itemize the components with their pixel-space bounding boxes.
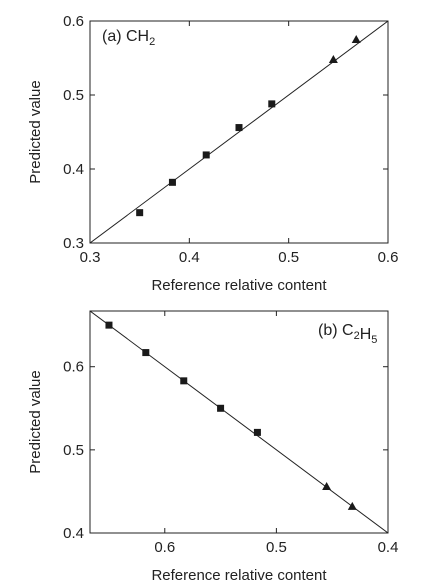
y-tick-label: 0.3 [63, 235, 84, 252]
x-tick-label: 0.5 [266, 539, 287, 556]
panel-label: (b) C2H5 [318, 322, 377, 346]
formula-symbol: C [342, 322, 354, 339]
panel-label: (a) CH2 [102, 28, 155, 48]
data-point-square [105, 321, 113, 329]
x-tick-label: 0.5 [278, 249, 299, 266]
plot-frame [89, 310, 389, 534]
x-axis-title: Reference relative content [151, 277, 327, 294]
y-axis-title: Predicted value [27, 370, 44, 473]
data-point-square [136, 209, 144, 217]
data-point-square [235, 124, 243, 132]
x-tick-label: 0.3 [80, 249, 101, 266]
data-point-square [217, 404, 225, 412]
panel-letter: (a) [102, 28, 126, 45]
plot-frame [89, 20, 389, 244]
formula-subscript: 2 [354, 330, 360, 342]
y-tick-label: 0.4 [63, 525, 84, 542]
data-point-square [268, 100, 276, 108]
data-point-triangle [328, 54, 338, 63]
fit-line [90, 21, 388, 243]
x-axis-title: Reference relative content [151, 567, 327, 584]
data-point-triangle [322, 481, 332, 490]
data-point-square [142, 349, 150, 357]
y-tick-label: 0.4 [63, 161, 84, 178]
y-axis-title: Predicted value [27, 80, 44, 183]
fit-line [90, 311, 388, 533]
y-tick-label: 0.6 [63, 13, 84, 30]
data-point-square [168, 178, 176, 186]
panel-a-ch2: 0.3 0.4 0.5 0.6 0.3 0.4 0.5 0.6 Reference relati… [27, 13, 398, 294]
data-point-triangle [347, 501, 357, 510]
data-point-square [180, 377, 188, 385]
x-tick-label: 0.6 [378, 249, 399, 266]
formula-symbol: H [360, 326, 372, 343]
x-tick-label: 0.4 [378, 539, 399, 556]
panel-letter: (b) [318, 322, 342, 339]
data-point-square [202, 151, 210, 159]
panel-b-c2h5: 0.6 0.5 0.4 0.4 0.5 0.6 Reference relative con… [27, 310, 399, 584]
data-point-square [253, 428, 261, 436]
y-tick-label: 0.5 [63, 442, 84, 459]
y-tick-label: 0.6 [63, 359, 84, 376]
x-tick-label: 0.4 [179, 249, 200, 266]
formula-symbol: CH [126, 28, 149, 45]
x-tick-label: 0.6 [154, 539, 175, 556]
formula-subscript: 5 [371, 334, 377, 346]
formula-subscript: 2 [149, 36, 155, 48]
data-point-triangle [351, 35, 361, 43]
y-tick-label: 0.5 [63, 87, 84, 104]
